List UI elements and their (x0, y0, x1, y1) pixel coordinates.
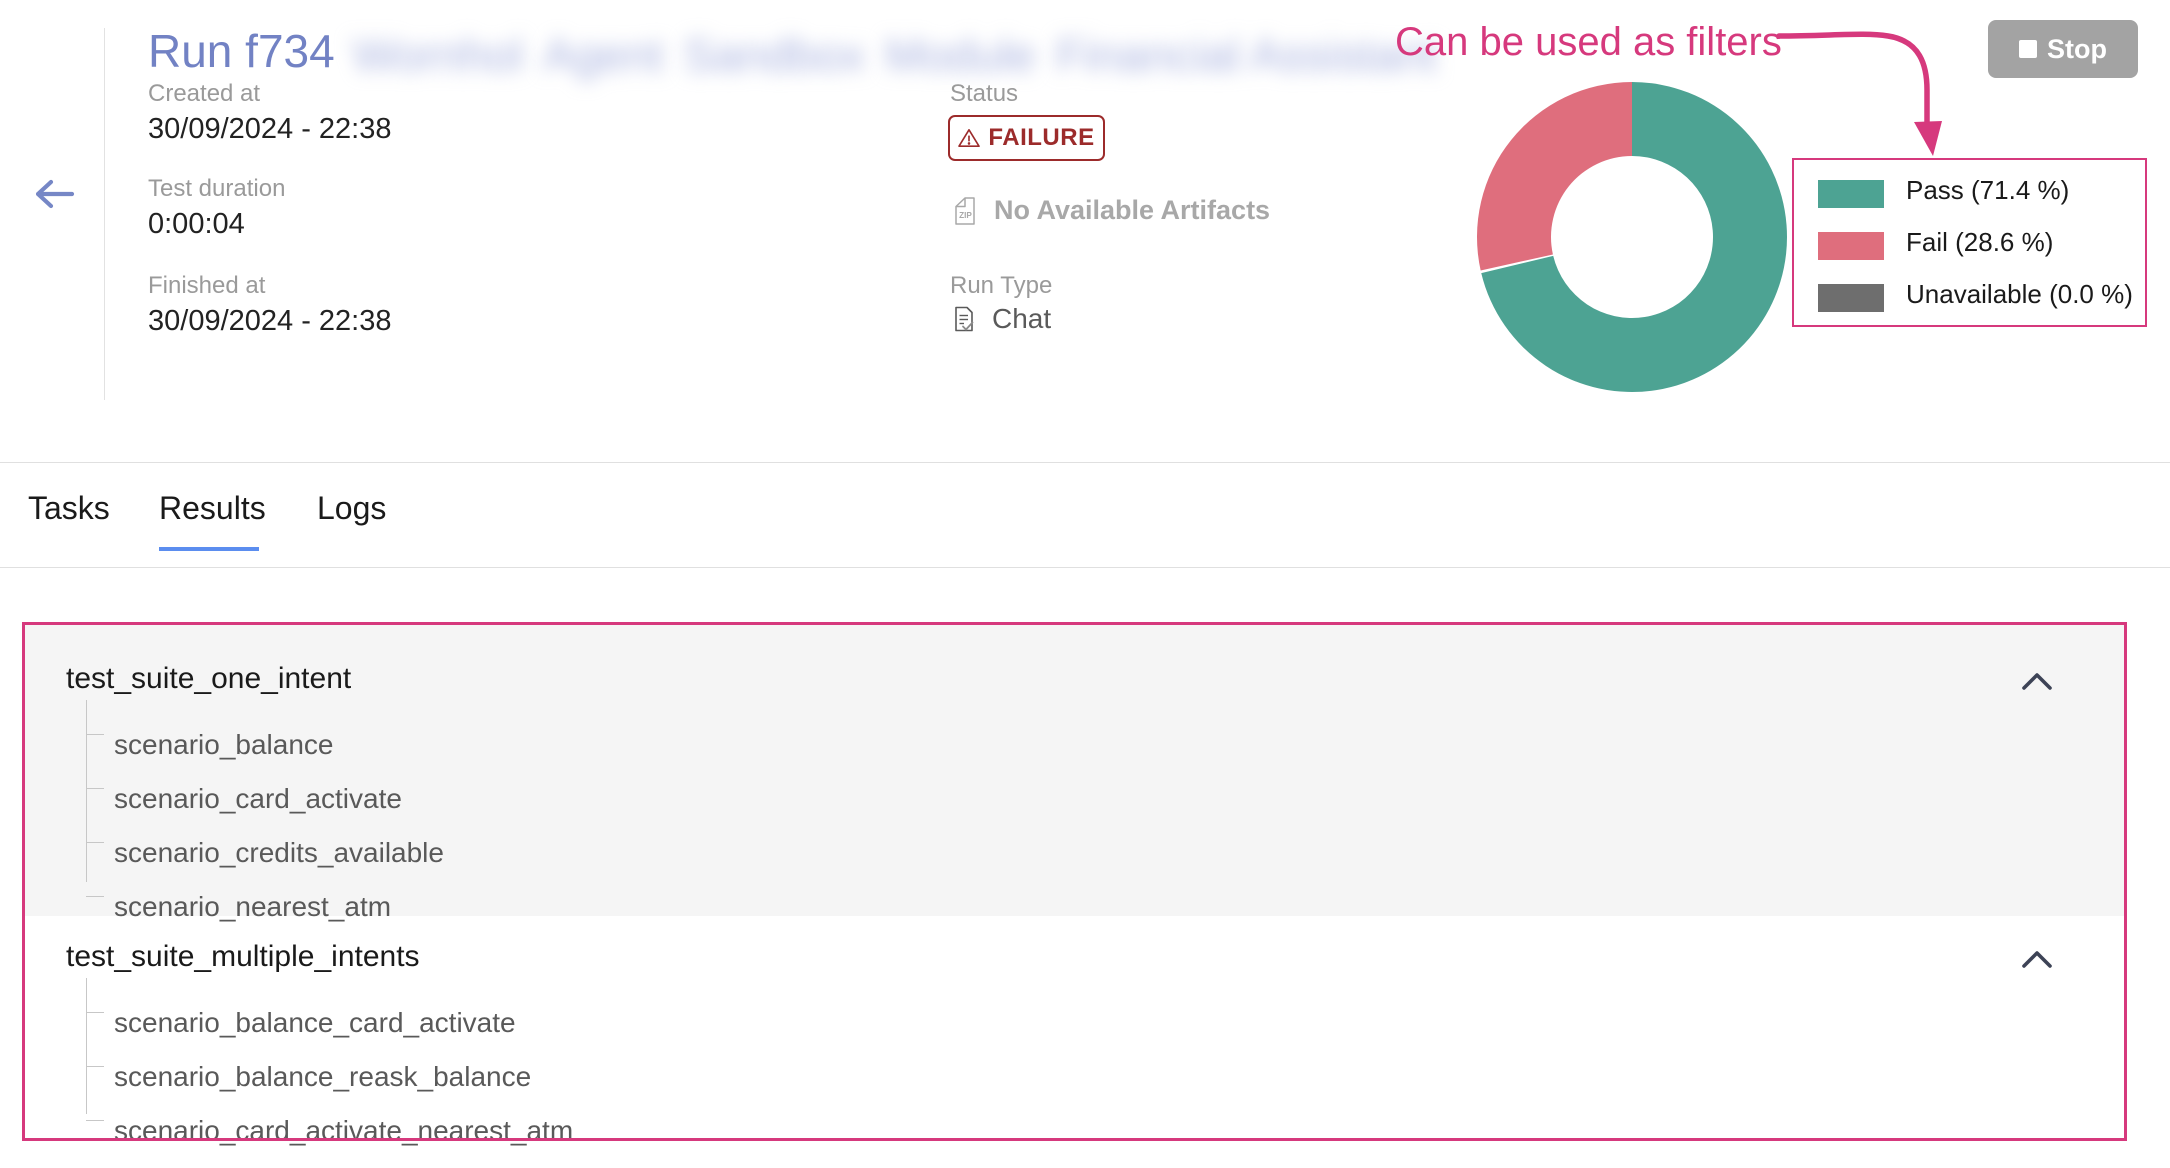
svg-text:ZIP: ZIP (959, 211, 972, 220)
